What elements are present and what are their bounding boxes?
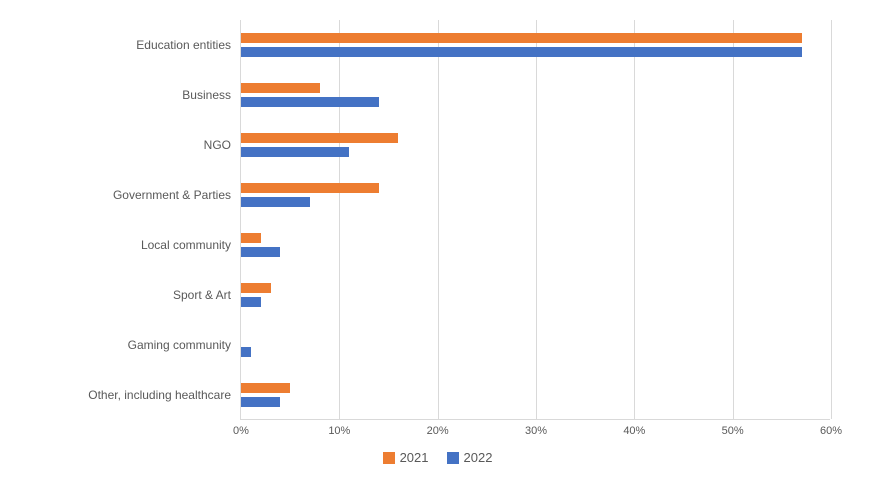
gridline (438, 20, 439, 419)
legend-swatch (383, 452, 395, 464)
x-tick-label: 30% (525, 425, 547, 437)
bar-2021 (241, 33, 802, 43)
category-label: Other, including healthcare (88, 388, 241, 402)
legend-swatch (447, 452, 459, 464)
category-label: NGO (204, 138, 241, 152)
gridline (536, 20, 537, 419)
bar-2022 (241, 397, 280, 407)
legend: 2021 2022 (0, 450, 875, 465)
legend-item-2022: 2022 (447, 450, 493, 465)
legend-label: 2022 (464, 450, 493, 465)
plot-area: 0%10%20%30%40%50%60%Education entitiesBu… (240, 20, 830, 420)
bar-2022 (241, 97, 379, 107)
gridline (733, 20, 734, 419)
category-label: Business (182, 88, 241, 102)
x-tick-label: 0% (233, 425, 249, 437)
bar-2021 (241, 183, 379, 193)
category-label: Local community (141, 238, 241, 252)
bar-2022 (241, 247, 280, 257)
gridline (339, 20, 340, 419)
bar-2021 (241, 233, 261, 243)
x-tick-label: 10% (328, 425, 350, 437)
gridline (831, 20, 832, 419)
bar-2021 (241, 133, 398, 143)
category-label: Education entities (136, 38, 241, 52)
x-tick-label: 40% (623, 425, 645, 437)
category-label: Sport & Art (173, 288, 241, 302)
category-label: Gaming community (128, 338, 241, 352)
bar-2021 (241, 83, 320, 93)
x-tick-label: 20% (427, 425, 449, 437)
bar-2022 (241, 147, 349, 157)
x-tick-label: 60% (820, 425, 842, 437)
gridline (634, 20, 635, 419)
legend-label: 2021 (400, 450, 429, 465)
bar-2022 (241, 347, 251, 357)
bar-2021 (241, 283, 271, 293)
legend-item-2021: 2021 (383, 450, 429, 465)
bar-2021 (241, 383, 290, 393)
x-tick-label: 50% (722, 425, 744, 437)
category-label: Government & Parties (113, 188, 241, 202)
bar-2022 (241, 197, 310, 207)
bar-2022 (241, 47, 802, 57)
bar-2022 (241, 297, 261, 307)
chart-container: 0% 10% 20% 30% 40% 50% 60% Education entities Bu… (0, 0, 875, 500)
